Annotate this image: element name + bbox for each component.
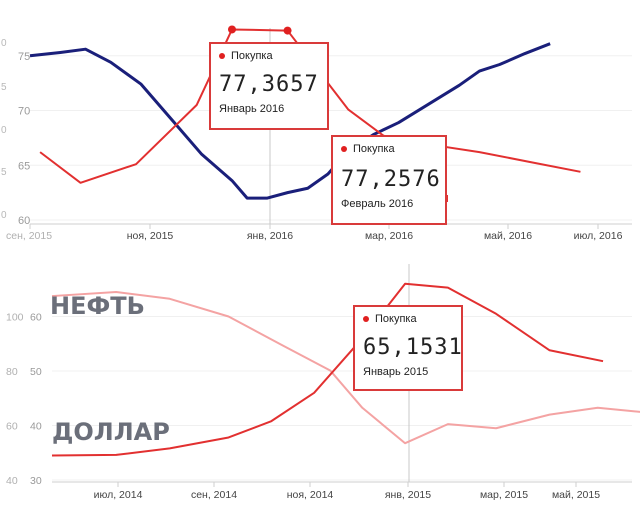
x-tick-label: янв, 2016: [247, 230, 293, 242]
y-tick-label: 75: [18, 51, 30, 63]
oil-label: НЕФТЬ: [50, 292, 145, 320]
series-line-dollar: [51, 282, 604, 457]
x-tick-label: ноя, 2014: [287, 489, 334, 501]
tooltip-label: Покупка: [231, 50, 273, 62]
series-line-oil: [51, 290, 640, 445]
y-left-tick-label: 40: [6, 475, 18, 487]
series-line-dollar: [29, 42, 551, 200]
tooltip-feb-2016: Покупка 77,2576 Февраль 2016: [331, 135, 447, 225]
y-tick-label: 60: [18, 215, 30, 227]
tooltip-date: Февраль 2016: [341, 198, 414, 210]
tooltip-label: Покупка: [375, 313, 417, 325]
dollar-label: ДОЛЛАР: [52, 418, 170, 446]
y-far-left-tick: 5: [1, 82, 7, 93]
x-tick-label: янв, 2015: [385, 489, 431, 501]
series-marker-icon: [363, 316, 369, 322]
y-tick-label: 70: [18, 106, 30, 118]
tooltip-date: Январь 2016: [219, 103, 285, 115]
tooltip-value: 65,1531: [363, 335, 463, 360]
y-right-tick-label: 40: [30, 421, 42, 433]
tooltip-label: Покупка: [353, 143, 395, 155]
x-tick-label: сен, 2014: [191, 489, 237, 501]
tooltip-jan-2015: Покупка 65,1531 Январь 2015: [353, 305, 463, 391]
y-far-left-tick: 0: [1, 125, 7, 136]
series-marker-icon: [341, 146, 347, 152]
y-left-tick-label: 100: [6, 312, 24, 324]
x-tick-label: май, 2016: [484, 230, 532, 242]
x-tick-label: мар, 2015: [480, 489, 528, 501]
tooltip-jan-2016: Покупка 77,3657 Январь 2016: [209, 42, 329, 130]
x-tick-label: мар, 2016: [365, 230, 413, 242]
tooltip-date: Январь 2015: [363, 366, 429, 378]
x-tick-label: ноя, 2015: [127, 230, 174, 242]
series-marker-icon: [219, 53, 225, 59]
highlight-point: [283, 26, 292, 35]
y-far-left-tick: 0: [1, 210, 7, 221]
highlight-point: [228, 25, 236, 34]
y-far-left-tick: 0: [1, 38, 7, 49]
x-tick-label: май, 2015: [552, 489, 600, 501]
y-far-left-tick: 5: [1, 167, 7, 178]
y-left-tick-label: 60: [6, 421, 18, 433]
tooltip-value: 77,3657: [219, 72, 319, 97]
y-left-tick-label: 80: [6, 366, 18, 378]
y-right-tick-label: 30: [30, 475, 42, 487]
y-right-tick-label: 60: [30, 312, 42, 324]
x-tick-label: июл, 2016: [574, 230, 623, 242]
y-tick-label: 65: [18, 160, 30, 172]
y-right-tick-label: 50: [30, 366, 42, 378]
chart-oil-dollar-2015: 100 60 80 50 60 40 40 30 июл, 2014 сен, 2014 ноя, …: [6, 264, 640, 501]
tooltip-value: 77,2576: [341, 167, 441, 192]
x-tick-label: июл, 2014: [94, 489, 143, 501]
x-tick-label: сен, 2015: [6, 230, 52, 242]
